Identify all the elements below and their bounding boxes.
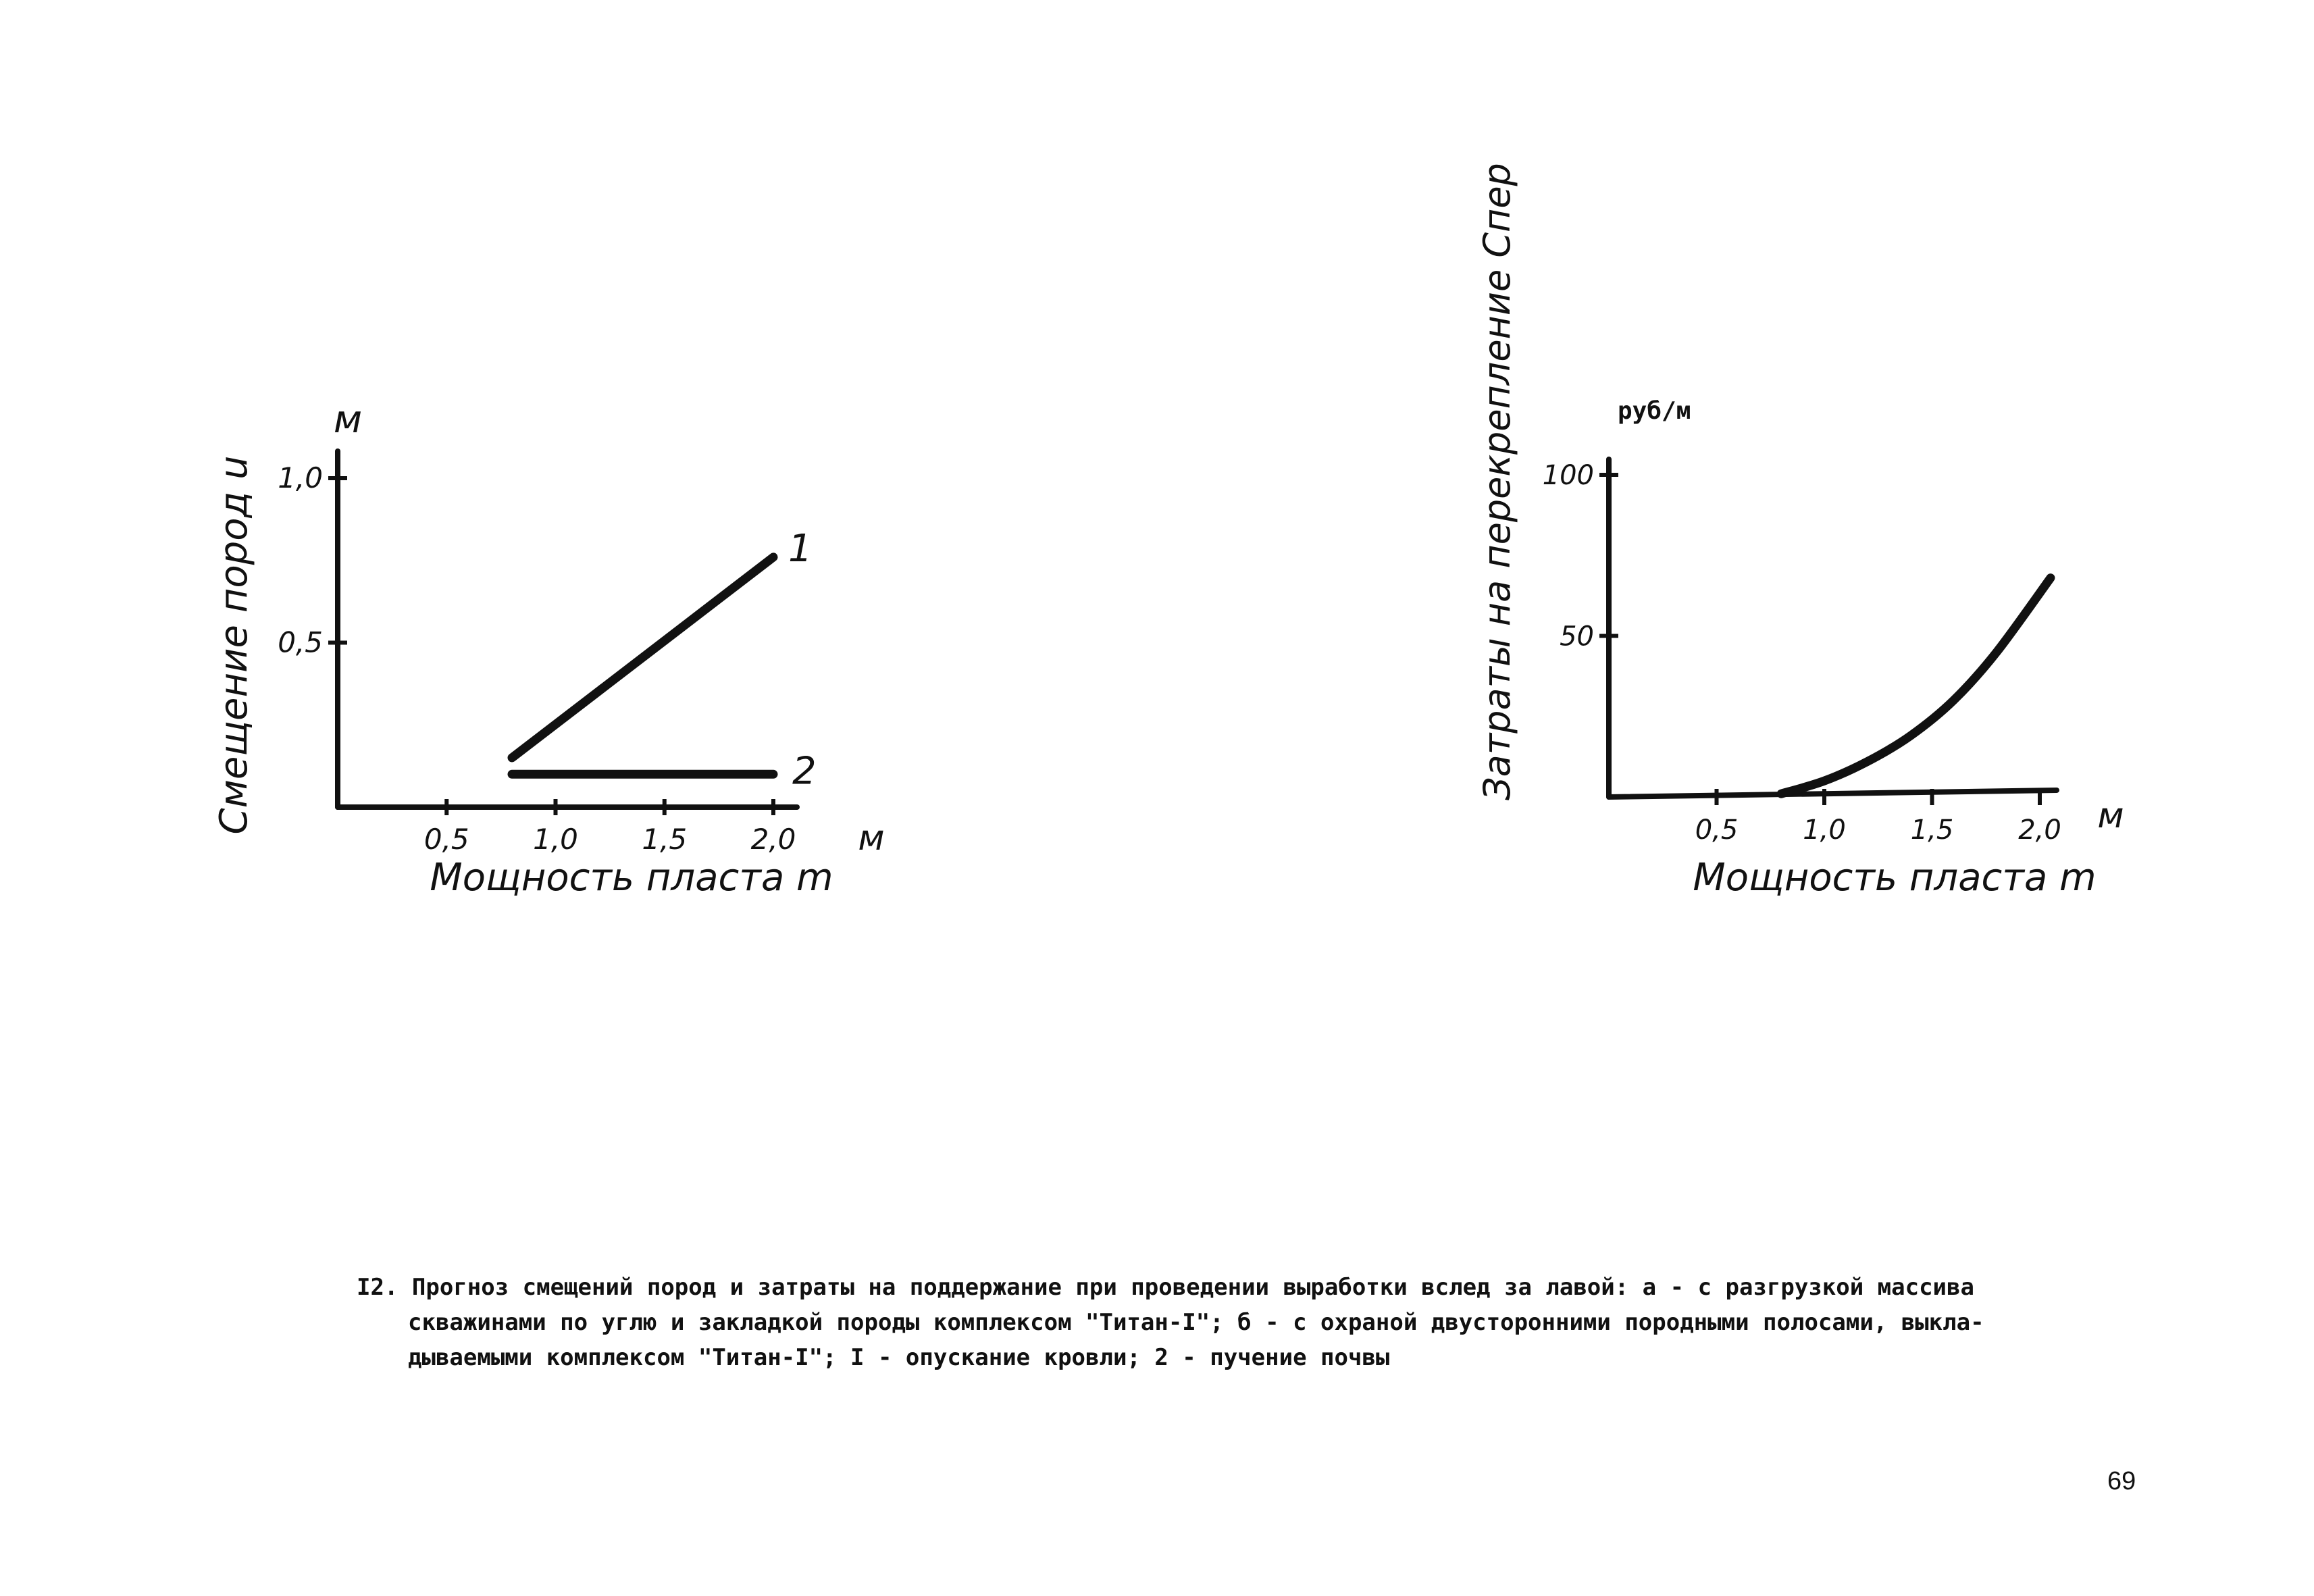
series-group-a: 12 xyxy=(507,527,817,793)
x-axis-unit-b: м xyxy=(2097,796,2124,836)
y-tick-label-b: 100 xyxy=(1543,460,1594,491)
y-axis-unit-b: руб/м xyxy=(1618,397,1691,425)
ticks-a: 0,5 1,0 1,5 2,0 0,5 1,0 xyxy=(278,461,796,856)
axes-a xyxy=(335,448,800,810)
y-axis-title-b: Затраты на перекрепление Cпер xyxy=(1476,163,1518,800)
x-tick-label-b: 1,5 xyxy=(1911,815,1954,846)
x-tick-label-a: 0,5 xyxy=(424,823,469,856)
caption-line-2: скважинами по углю и закладкой породы ко… xyxy=(408,1309,1984,1336)
x-tick-label-b: 0,5 xyxy=(1695,815,1739,846)
figure-caption: I2. Прогноз смещений пород и затраты на … xyxy=(357,1270,2045,1375)
x-axis-title-b: Мощность пласта m xyxy=(1693,856,2096,900)
x-tick-label-b: 2,0 xyxy=(2018,815,2061,846)
series-line-a-1 xyxy=(507,552,778,763)
y-axis-title-text-a: Смещение пород u xyxy=(212,456,256,835)
y-tick-label-a: 0,5 xyxy=(278,626,323,659)
axes-b xyxy=(1606,457,2059,800)
y-tick-label-b: 50 xyxy=(1560,621,1594,652)
caption-line-1: I2. Прогноз смещений пород и затраты на … xyxy=(357,1274,1974,1301)
x-axis-line-b xyxy=(1606,788,2059,800)
ticks-b: 0,5 1,0 1,5 2,0 50 100 xyxy=(1543,460,2061,846)
x-tick-label-a: 1,5 xyxy=(642,823,687,856)
x-axis-title-a: Мощность пласта m xyxy=(430,856,833,900)
y-axis-title-text-b: Затраты на перекрепление Cпер xyxy=(1476,163,1518,800)
x-axis-unit-a: м xyxy=(858,818,884,858)
series-group-b xyxy=(1776,573,2055,798)
y-axis-unit-a: м xyxy=(334,398,362,442)
series-label-a-1: 1 xyxy=(788,527,813,571)
x-tick-label-a: 2,0 xyxy=(751,823,796,856)
y-axis-title-a: Смещение пород u xyxy=(212,456,256,835)
caption-line-3: дываемыми комплексом "Титан-I"; I - опус… xyxy=(408,1344,1390,1371)
y-tick-label-a: 1,0 xyxy=(278,461,323,494)
x-tick-label-b: 1,0 xyxy=(1803,815,1846,846)
page-number: 69 xyxy=(2107,1467,2136,1495)
x-tick-label-a: 1,0 xyxy=(533,823,578,856)
series-line-b-1 xyxy=(1776,573,2055,798)
series-label-a-2: 2 xyxy=(792,749,817,793)
